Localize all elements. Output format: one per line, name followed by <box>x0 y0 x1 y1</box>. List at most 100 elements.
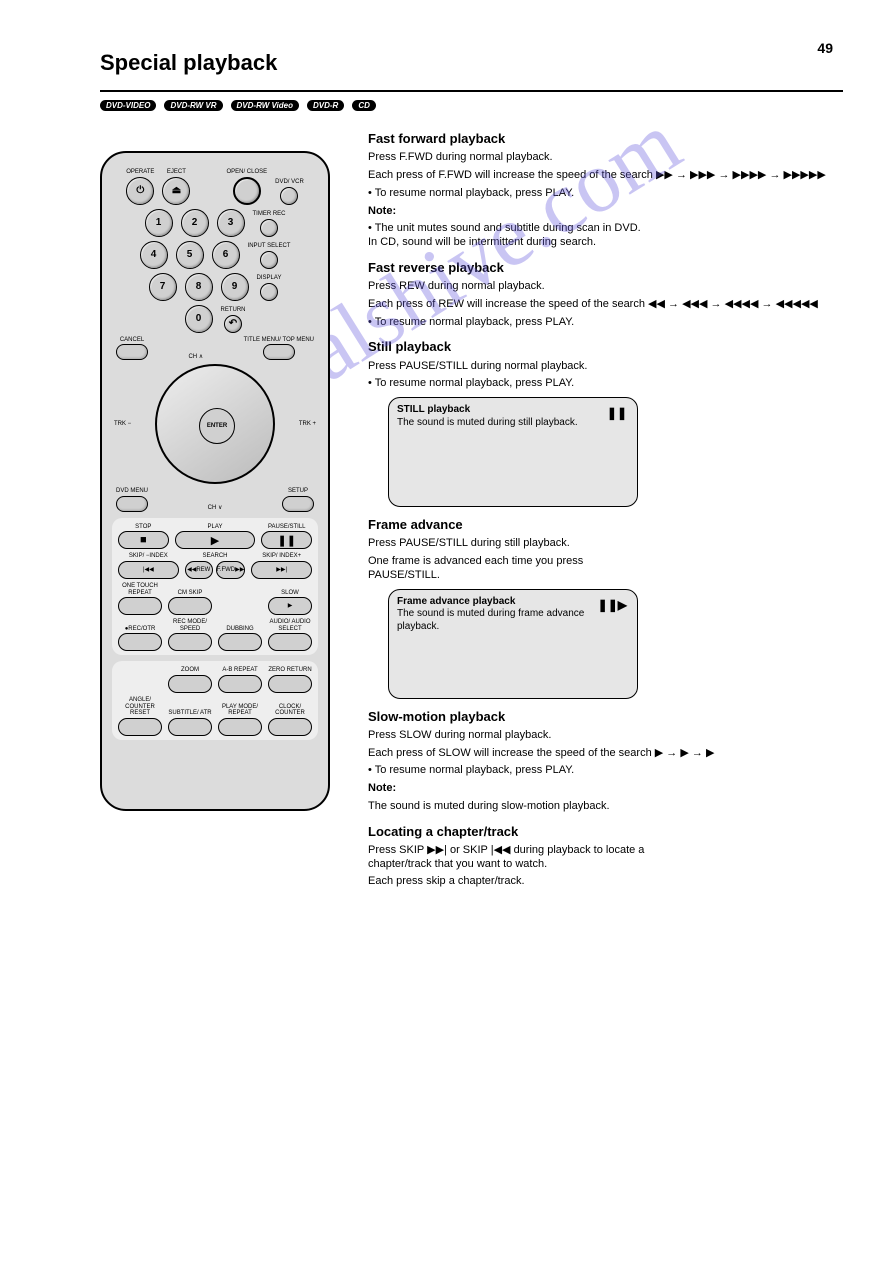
num-1-button[interactable]: 1 <box>145 209 173 237</box>
playmode-label: PLAY MODE/ REPEAT <box>218 704 262 717</box>
paragraph: Press PAUSE/STILL during normal playback… <box>368 360 843 374</box>
dvd-menu-label: DVD MENU <box>116 488 148 495</box>
title-menu-button[interactable] <box>263 344 295 360</box>
recmode-button[interactable] <box>168 633 212 651</box>
slow-heading: Slow-motion playback <box>368 709 843 725</box>
disc-badges: DVD-VIDEO DVD-RW VR DVD-RW Video DVD-R C… <box>100 100 843 111</box>
divider <box>100 90 843 92</box>
display-label: DISPLAY <box>257 275 282 282</box>
dubbing-label: DUBBING <box>226 626 253 633</box>
zeroreturn-label: ZERO RETURN <box>268 667 311 674</box>
num-8-button[interactable]: 8 <box>185 273 213 301</box>
note-heading: Note: <box>368 782 396 794</box>
cmskip-button[interactable] <box>168 597 212 615</box>
open-close-button[interactable] <box>233 177 261 205</box>
num-7-button[interactable]: 7 <box>149 273 177 301</box>
page-number: 49 <box>817 40 833 56</box>
slow-icon: ▶ <box>655 747 663 759</box>
paragraph: Each press of F.FWD will increase the sp… <box>368 169 843 183</box>
rec-button[interactable] <box>118 633 162 651</box>
return-button[interactable]: ↶ <box>224 315 242 333</box>
clock-label: CLOCK/ COUNTER <box>268 704 312 717</box>
skip-back-button[interactable]: |◀◀ <box>118 561 179 579</box>
otr-label: ONE TOUCH REPEAT <box>118 583 162 596</box>
slow-button[interactable]: ▶ <box>268 597 312 615</box>
num-5-button[interactable]: 5 <box>176 241 204 269</box>
num-9-button[interactable]: 9 <box>221 273 249 301</box>
rec-label: ●REC/OTR <box>125 626 156 633</box>
play-label: PLAY <box>208 524 223 531</box>
skip-fwd-label: SKIP/ INDEX+ <box>262 553 301 560</box>
eject-button[interactable]: ⏏ <box>162 177 190 205</box>
box-title: STILL playback <box>397 404 629 417</box>
setup-label: SETUP <box>288 488 308 495</box>
playback-panel: STOP■ PLAY▶ PAUSE/STILL❚❚ SKIP/ −INDEX|◀… <box>112 518 318 656</box>
page-title: Special playback <box>100 50 843 76</box>
otr-button[interactable] <box>118 597 162 615</box>
clock-button[interactable] <box>268 718 312 736</box>
input-select-button[interactable] <box>260 251 278 269</box>
search-label: SEARCH <box>203 553 228 560</box>
subtitle-button[interactable] <box>168 718 212 736</box>
badge: DVD-RW Video <box>231 100 299 111</box>
paragraph: • To resume normal playback, press PLAY. <box>368 377 843 391</box>
paragraph: Each press skip a chapter/track. <box>368 875 843 889</box>
cancel-button[interactable] <box>116 344 148 360</box>
num-3-button[interactable]: 3 <box>217 209 245 237</box>
dpad[interactable]: ENTER <box>155 364 275 484</box>
zoom-button[interactable] <box>168 675 212 693</box>
stop-button[interactable]: ■ <box>118 531 169 549</box>
dvd-menu-button[interactable] <box>116 496 148 512</box>
subtitle-label: SUBTITLE/ ATR <box>168 710 211 717</box>
paragraph: One frame is advanced each time you pres… <box>368 555 843 583</box>
paragraph: • To resume normal playback, press PLAY. <box>368 187 843 201</box>
slow-label: SLOW <box>281 590 299 597</box>
open-close-label: OPEN/ CLOSE <box>226 169 267 176</box>
paragraph: • To resume normal playback, press PLAY. <box>368 316 843 330</box>
num-0-button[interactable]: 0 <box>185 305 213 333</box>
setup-button[interactable] <box>282 496 314 512</box>
note-heading: Note: <box>368 205 396 217</box>
num-6-button[interactable]: 6 <box>212 241 240 269</box>
operate-button[interactable]: ⏻ <box>126 177 154 205</box>
cmskip-label: CM SKIP <box>178 590 203 597</box>
display-button[interactable] <box>260 283 278 301</box>
angle-button[interactable] <box>118 718 162 736</box>
rew-button[interactable]: ◀◀REW <box>185 561 213 579</box>
dubbing-button[interactable] <box>218 633 262 651</box>
title-menu-label: TITLE MENU/ TOP MENU <box>244 337 314 344</box>
ch-up-label: CH ∧ <box>188 354 203 361</box>
paragraph: Each press of SLOW will increase the spe… <box>368 747 843 761</box>
speed-icon: ▶▶▶▶ <box>733 169 767 181</box>
frame-advance-icon: ❚❚▶ <box>598 598 627 613</box>
audio-button[interactable] <box>268 633 312 651</box>
play-button[interactable]: ▶ <box>175 531 256 549</box>
paragraph: • To resume normal playback, press PLAY. <box>368 764 843 778</box>
note-body: The sound is muted during slow-motion pl… <box>368 800 843 814</box>
badge: CD <box>352 100 376 111</box>
skip-fwd-icon: ▶▶| <box>427 844 447 856</box>
timer-rec-button[interactable] <box>260 219 278 237</box>
eject-label: EJECT <box>167 169 186 176</box>
stop-label: STOP <box>135 524 151 531</box>
remote-control: OPERATE⏻ EJECT⏏ OPEN/ CLOSE DVD/ VCR 1 2… <box>100 151 330 811</box>
abrepeat-label: A-B REPEAT <box>222 667 257 674</box>
speed-icon: ▶ <box>706 747 714 759</box>
skip-fwd-button[interactable]: ▶▶| <box>251 561 312 579</box>
abrepeat-button[interactable] <box>218 675 262 693</box>
cancel-label: CANCEL <box>120 337 144 344</box>
pause-label: PAUSE/STILL <box>268 524 306 531</box>
left-column: OPERATE⏻ EJECT⏏ OPEN/ CLOSE DVD/ VCR 1 2… <box>100 121 350 893</box>
zeroreturn-button[interactable] <box>268 675 312 693</box>
ffwd-button[interactable]: F.FWD▶▶ <box>216 561 246 579</box>
skip-back-icon: |◀◀ <box>491 844 511 856</box>
box-text: The sound is muted during frame advance … <box>397 608 629 633</box>
badge: DVD-RW VR <box>164 100 222 111</box>
num-4-button[interactable]: 4 <box>140 241 168 269</box>
pause-button[interactable]: ❚❚ <box>261 531 312 549</box>
box-text: The sound is muted during still playback… <box>397 417 629 430</box>
num-2-button[interactable]: 2 <box>181 209 209 237</box>
playmode-button[interactable] <box>218 718 262 736</box>
enter-button[interactable]: ENTER <box>199 408 235 444</box>
dvd-vcr-button[interactable] <box>280 187 298 205</box>
